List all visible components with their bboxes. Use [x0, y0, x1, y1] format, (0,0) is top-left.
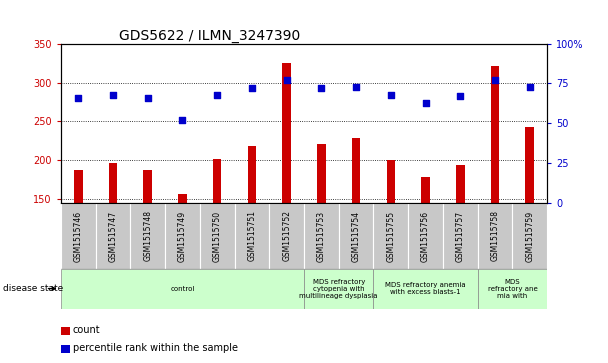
Text: GSM1515750: GSM1515750 [213, 211, 222, 261]
Point [282, 77, 291, 83]
Point [317, 85, 326, 91]
Bar [478, 203, 513, 269]
Point [178, 117, 187, 123]
Point [212, 92, 222, 98]
Text: GSM1515748: GSM1515748 [143, 211, 152, 261]
Text: GSM1515747: GSM1515747 [108, 211, 117, 261]
Text: percentile rank within the sample: percentile rank within the sample [73, 343, 238, 354]
Bar [443, 203, 478, 269]
Bar [109, 163, 117, 203]
Text: MDS refractory anemia
with excess blasts-1: MDS refractory anemia with excess blasts… [385, 282, 466, 295]
Point [386, 92, 396, 98]
Text: disease state: disease state [3, 284, 63, 293]
Bar [387, 160, 395, 203]
Text: MDS refractory
cytopenia with
multilineage dysplasia: MDS refractory cytopenia with multilinea… [300, 278, 378, 299]
Text: GSM1515755: GSM1515755 [386, 211, 395, 261]
Point [490, 77, 500, 83]
Bar [282, 63, 291, 203]
Bar [143, 170, 152, 203]
Point [143, 95, 153, 101]
Bar [373, 203, 408, 269]
Bar [74, 170, 83, 203]
Text: GSM1515759: GSM1515759 [525, 211, 534, 261]
Text: GSM1515756: GSM1515756 [421, 211, 430, 261]
Text: MDS
refractory ane
mia with: MDS refractory ane mia with [488, 278, 537, 299]
Bar [408, 203, 443, 269]
Bar [213, 159, 221, 203]
Point [108, 92, 118, 98]
Bar [373, 269, 478, 309]
Point [247, 85, 257, 91]
Bar [513, 203, 547, 269]
Bar [200, 203, 235, 269]
Bar [247, 146, 256, 203]
Text: count: count [73, 325, 100, 335]
Bar [165, 203, 200, 269]
Bar [478, 269, 547, 309]
Bar [178, 194, 187, 203]
Bar [269, 203, 304, 269]
Text: GSM1515751: GSM1515751 [247, 211, 257, 261]
Bar [95, 203, 130, 269]
Point [351, 84, 361, 90]
Bar [304, 269, 373, 309]
Text: GSM1515749: GSM1515749 [178, 211, 187, 261]
Bar [317, 144, 326, 203]
Bar [456, 165, 465, 203]
Bar [235, 203, 269, 269]
Bar [61, 203, 95, 269]
Point [455, 93, 465, 99]
Bar [491, 66, 499, 203]
Text: GSM1515757: GSM1515757 [456, 211, 465, 261]
Bar [304, 203, 339, 269]
Text: GSM1515753: GSM1515753 [317, 211, 326, 261]
Bar [352, 138, 361, 203]
Text: GSM1515754: GSM1515754 [351, 211, 361, 261]
Bar [525, 127, 534, 203]
Bar [339, 203, 373, 269]
Point [525, 84, 534, 90]
Text: GDS5622 / ILMN_3247390: GDS5622 / ILMN_3247390 [119, 29, 300, 42]
Bar [61, 269, 304, 309]
Bar [130, 203, 165, 269]
Point [74, 95, 83, 101]
Text: GSM1515746: GSM1515746 [74, 211, 83, 261]
Point [421, 100, 430, 106]
Text: GSM1515752: GSM1515752 [282, 211, 291, 261]
Bar [421, 177, 430, 203]
Text: GSM1515758: GSM1515758 [491, 211, 500, 261]
Text: control: control [170, 286, 195, 291]
